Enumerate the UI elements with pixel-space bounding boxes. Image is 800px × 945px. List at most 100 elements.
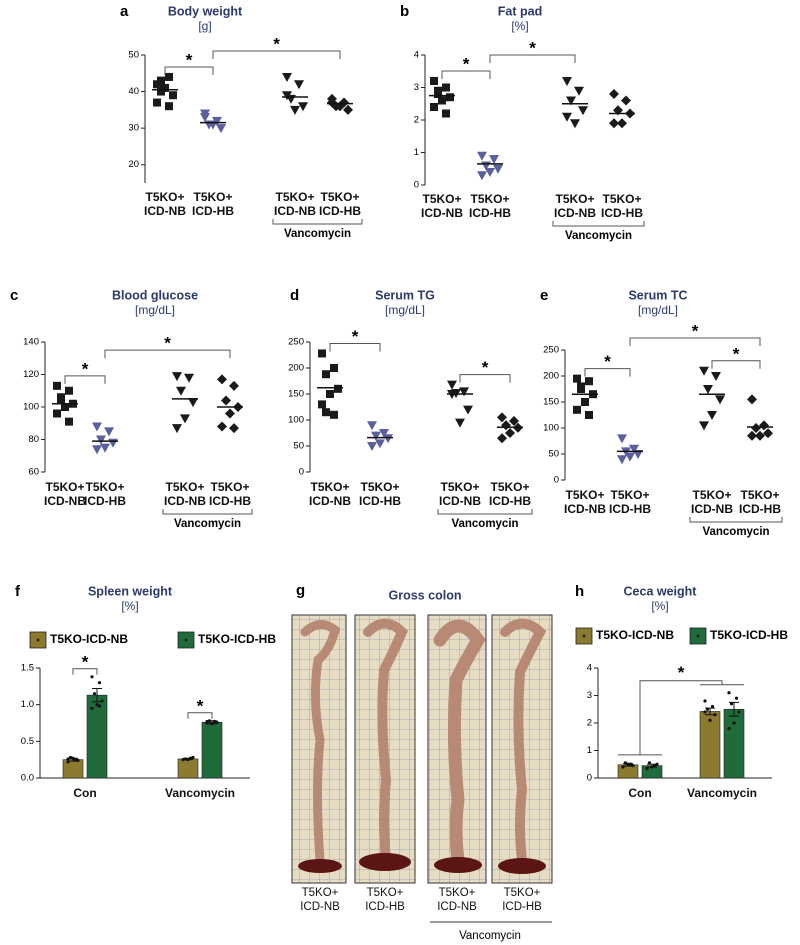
x-tick-label: T5KO+ ICD-HB <box>489 480 531 508</box>
panel-subtitle: [g] <box>198 19 211 33</box>
data-point <box>76 758 80 763</box>
bar <box>617 764 639 779</box>
data-point <box>200 113 210 123</box>
data-point <box>73 758 78 762</box>
x-tick-label: Con <box>73 786 97 800</box>
error-bar <box>92 688 102 703</box>
data-point <box>172 424 182 434</box>
data-point <box>66 757 70 761</box>
photo-label: T5KO+ ICD-HB <box>365 887 405 913</box>
data-point <box>184 373 194 383</box>
significance-bracket <box>629 337 761 346</box>
legend-label: T5KO-ICD-NB <box>50 632 128 646</box>
data-point <box>65 417 73 426</box>
panel-letter: f <box>15 583 21 600</box>
data-point <box>647 761 652 765</box>
data-point <box>371 431 381 441</box>
significance-label: * <box>197 696 204 715</box>
group-bracket <box>437 509 533 515</box>
significance-label: * <box>82 652 89 671</box>
data-point <box>375 439 385 449</box>
group-bracket <box>272 219 363 225</box>
y-tick-label: 1.0 <box>21 699 34 710</box>
photo-label: T5KO+ ICD-HB <box>502 887 542 913</box>
data-point <box>108 438 118 448</box>
data-point <box>446 93 454 102</box>
panel-title: Spleen weight <box>88 584 173 598</box>
data-point <box>61 403 69 411</box>
group-label: Vancomycin <box>459 930 521 942</box>
data-point <box>172 372 182 382</box>
data-point <box>430 103 438 111</box>
y-tick-label: 0 <box>554 475 559 486</box>
data-point <box>574 86 584 96</box>
y-tick-label: 0 <box>299 467 304 478</box>
colon-photos <box>291 614 553 923</box>
data-point <box>207 719 212 723</box>
panel-title: Serum TC <box>628 288 687 302</box>
y-tick-label: 1 <box>587 745 592 756</box>
x-tick-label: T5KO+ ICD-HB <box>739 488 781 516</box>
y-tick-label: 1.5 <box>21 663 34 674</box>
significance-label: * <box>482 358 489 377</box>
data-point <box>623 761 628 765</box>
data-point <box>334 384 342 393</box>
data-point <box>225 408 235 419</box>
significance-bracket <box>711 360 761 369</box>
data-point <box>383 434 393 444</box>
data-point <box>713 713 717 717</box>
data-point <box>463 405 473 415</box>
y-tick-label: 150 <box>288 389 304 400</box>
y-tick-label: 0.5 <box>21 736 34 747</box>
y-tick-label: 50 <box>128 50 139 61</box>
y-tick-label: 20 <box>128 159 139 170</box>
data-point <box>210 722 214 726</box>
data-point <box>477 151 487 161</box>
y-tick-label: 2 <box>587 718 592 729</box>
significance-bracket <box>489 54 576 63</box>
data-point <box>629 444 639 454</box>
data-point <box>497 433 507 444</box>
y-tick-label: 50 <box>293 441 304 452</box>
data-point <box>183 757 188 761</box>
legend-dot <box>582 634 586 638</box>
y-tick-label: 120 <box>23 369 39 380</box>
data-point <box>628 762 633 766</box>
y-tick-label: 250 <box>288 337 304 348</box>
data-point <box>447 380 457 390</box>
data-point <box>330 364 338 372</box>
significance-bracket <box>441 70 491 79</box>
data-point <box>92 422 102 432</box>
data-point <box>652 764 657 768</box>
significance-bracket <box>584 368 631 377</box>
data-point <box>650 765 654 769</box>
data-point <box>609 118 619 129</box>
data-point <box>100 699 104 703</box>
panel-title: Gross colon <box>389 588 462 602</box>
data-point <box>727 691 731 695</box>
significance-bracket <box>164 66 214 75</box>
data-point <box>755 430 765 441</box>
legend-dot <box>696 634 700 638</box>
group-label: Vancomycin <box>284 228 351 240</box>
y-tick-label: 60 <box>28 467 39 478</box>
panel-letter: b <box>400 3 409 20</box>
panel-subtitle: [%] <box>651 599 668 613</box>
data-point <box>53 409 61 418</box>
data-point <box>434 90 442 98</box>
data-point <box>161 83 169 92</box>
data-point <box>438 96 446 105</box>
data-point <box>53 381 61 390</box>
significance-label: * <box>529 38 536 57</box>
data-point <box>625 452 635 462</box>
x-tick-label: Con <box>628 786 652 800</box>
y-tick-label: 50 <box>548 449 559 460</box>
data-point <box>645 766 649 770</box>
significance-label: * <box>463 54 470 73</box>
x-tick-label: T5KO+ ICD-NB <box>554 192 596 220</box>
data-point <box>751 423 761 433</box>
data-point <box>318 349 326 358</box>
legend-dot <box>36 638 40 642</box>
data-point <box>165 72 173 81</box>
